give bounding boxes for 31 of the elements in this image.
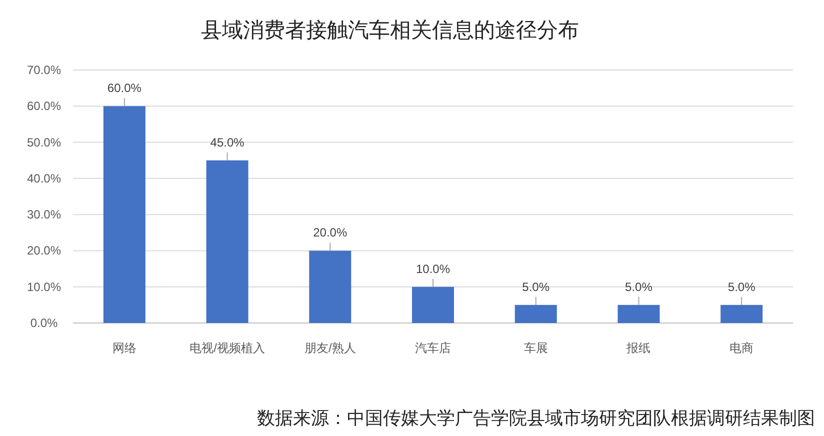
chart-title: 县域消费者接触汽车相关信息的途径分布 [201,19,579,42]
x-tick-label: 汽车店 [415,341,451,355]
bar [412,286,454,323]
data-label: 45.0% [210,135,245,150]
bar [618,304,660,323]
y-tick-label: 20.0% [26,244,62,258]
y-tick-label: 0.0% [30,316,58,330]
y-tick-label: 40.0% [26,171,62,186]
bar [720,304,763,323]
x-tick-label: 朋友/熟人 [304,341,356,355]
bar [206,160,248,323]
x-tick-label: 电商 [730,341,754,355]
data-label: 5.0% [625,280,653,294]
bar [309,250,352,323]
x-tick-label: 网络 [112,341,136,355]
data-label: 20.0% [313,226,348,240]
y-tick-label: 10.0% [26,280,62,294]
x-tick-label: 车展 [524,341,548,355]
source-note: 数据来源：中国传媒大学广告学院县域市场研究团队根据调研结果制图 [257,408,815,428]
y-tick-label: 70.0% [26,63,62,77]
x-tick-label: 电视/视频植入 [190,341,265,355]
bar [103,106,146,323]
data-label: 60.0% [107,81,142,96]
data-label: 5.0% [522,280,550,294]
data-label: 5.0% [728,280,756,294]
data-label: 10.0% [416,262,450,276]
x-tick-label: 报纸 [626,341,651,355]
y-tick-label: 60.0% [26,99,62,114]
bar [514,304,557,323]
y-tick-label: 30.0% [26,208,62,222]
y-tick-label: 50.0% [26,135,62,150]
